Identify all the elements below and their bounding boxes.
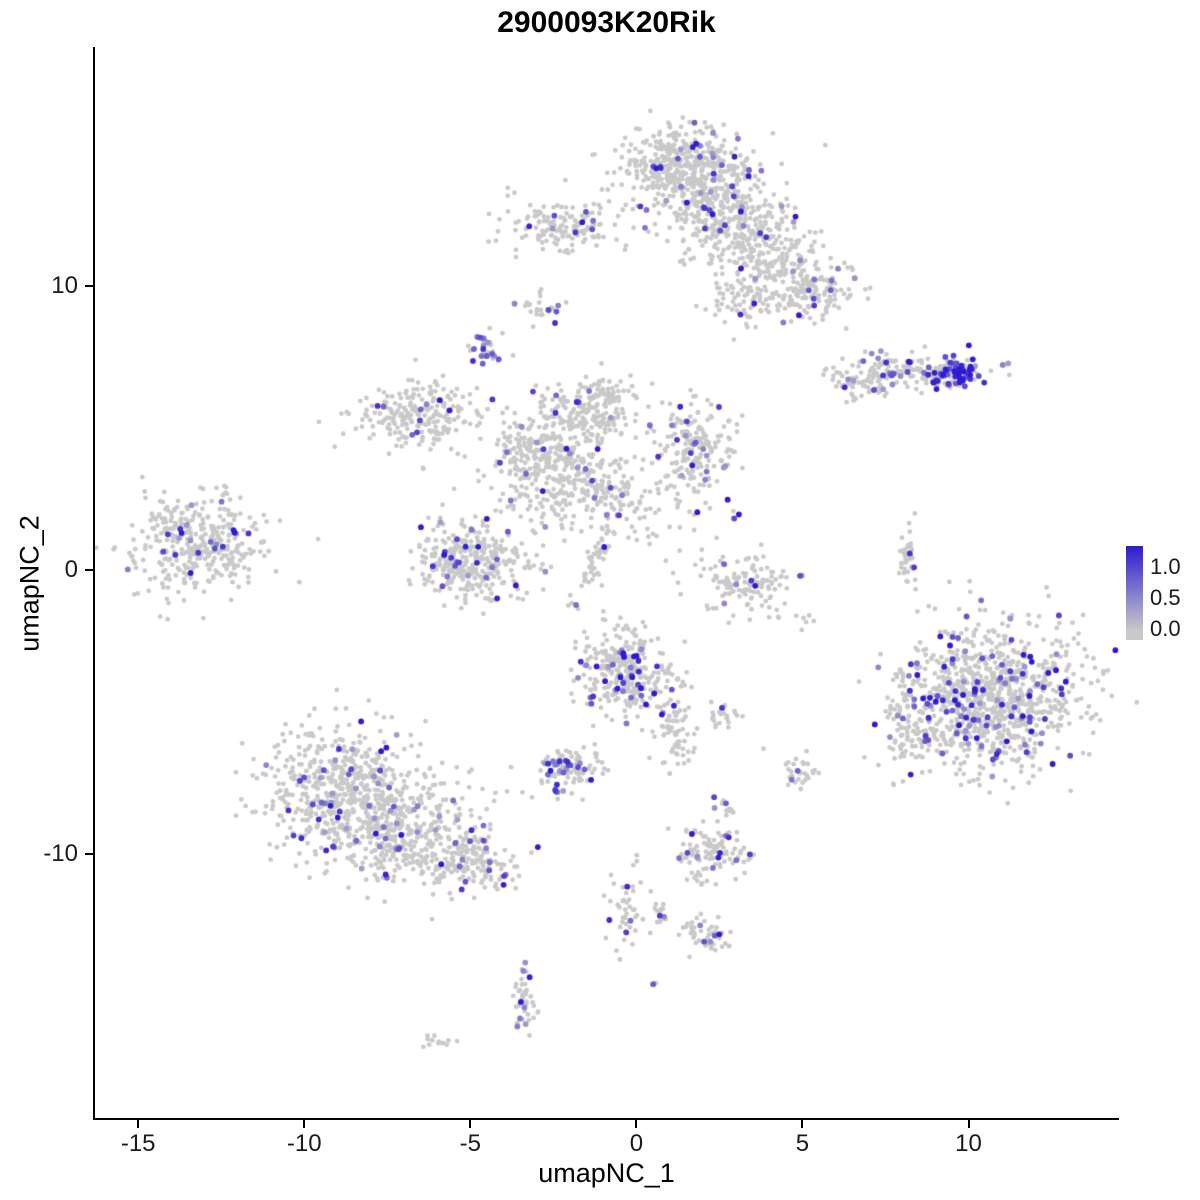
x-tick-mark [967,1120,970,1128]
x-tick-mark [137,1120,140,1128]
x-tick-label: -10 [286,1130,322,1157]
x-tick-mark [801,1120,804,1128]
colorbar-label-low: 0.0 [1150,616,1181,641]
y-tick-label: 0 [64,555,78,583]
x-tick-label: -5 [459,1130,481,1157]
x-axis-line [93,1118,1119,1120]
x-tick-label: 5 [795,1130,810,1157]
x-tick-mark [469,1120,472,1128]
y-tick-label: 10 [51,271,78,299]
x-tick-mark [303,1120,306,1128]
colorbar-gradient [1126,546,1143,640]
y-tick-mark [85,852,93,855]
x-tick-label: -15 [120,1130,156,1157]
x-tick-label: 10 [955,1130,982,1157]
colorbar-legend: 1.0 0.5 0.0 [1126,546,1200,646]
y-axis-line [93,47,95,1120]
x-tick-mark [635,1120,638,1128]
y-tick-label: -10 [43,839,78,867]
y-axis-title: umapNC_2 [14,515,45,652]
y-tick-mark [85,568,93,571]
colorbar-label-mid: 0.5 [1150,585,1181,610]
colorbar-label-high: 1.0 [1150,554,1181,579]
y-tick-mark [85,284,93,287]
x-tick-label: 0 [629,1130,644,1157]
x-axis-title: umapNC_1 [538,1158,675,1188]
